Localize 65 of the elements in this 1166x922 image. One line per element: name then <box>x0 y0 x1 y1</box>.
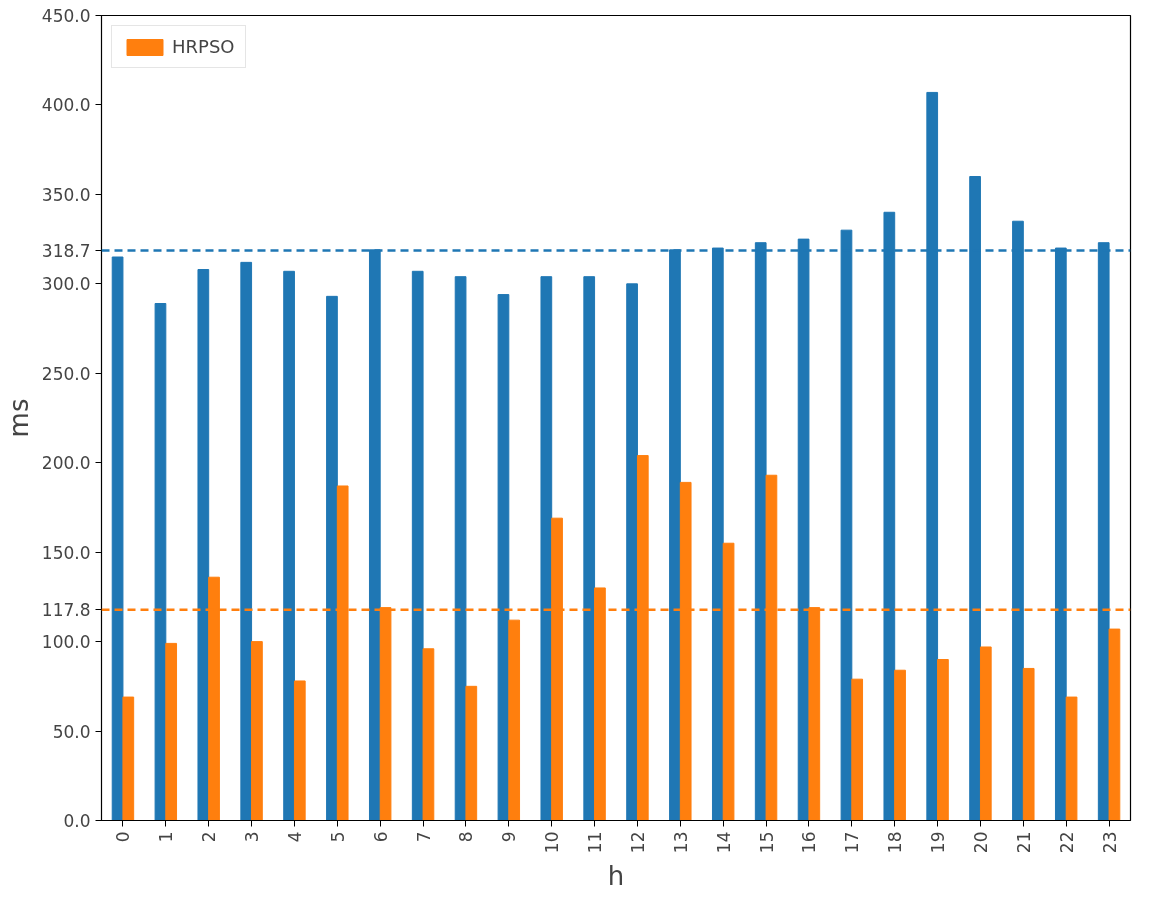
bar <box>240 261 253 821</box>
x-tick-label: 6 <box>370 831 391 843</box>
x-tick-label: 14 <box>713 831 734 854</box>
bar <box>122 696 135 821</box>
bar <box>165 642 178 821</box>
bar <box>894 669 906 821</box>
x-tick-label: 12 <box>627 831 648 854</box>
x-tick-label: 22 <box>1056 831 1077 854</box>
y-tick-label: 350.0 <box>41 184 91 205</box>
y-tick-label: 200.0 <box>41 453 91 474</box>
x-tick-label: 10 <box>542 831 563 854</box>
legend-label: HRPSO <box>172 36 235 57</box>
y-tick-label: 50.0 <box>52 721 91 742</box>
bar <box>1108 628 1121 821</box>
x-tick-label: 0 <box>113 831 134 843</box>
x-axis-title: h <box>607 861 625 892</box>
y-tick-label: 250.0 <box>41 363 91 384</box>
y-tick-label: 100.0 <box>41 632 91 653</box>
x-tick-label: 18 <box>885 831 906 854</box>
bar <box>154 303 167 821</box>
x-tick-label: 1 <box>156 831 177 843</box>
bar <box>1022 667 1035 821</box>
bar <box>497 294 510 821</box>
bar <box>422 648 435 821</box>
x-tick-label: 20 <box>970 831 991 854</box>
bar <box>251 641 263 821</box>
bar <box>283 270 295 821</box>
y-tick-label: 117.8 <box>41 600 91 621</box>
x-tick-label: 21 <box>1013 831 1034 854</box>
x-tick-label: 7 <box>413 831 434 843</box>
bar <box>293 680 306 821</box>
y-axis-title: ms <box>3 398 34 438</box>
bar <box>540 276 553 821</box>
x-tick-label: 11 <box>585 831 606 854</box>
x-tick-label: 4 <box>284 831 305 843</box>
y-tick-label: 318.7 <box>41 240 91 261</box>
x-tick-label: 3 <box>242 831 263 843</box>
x-tick-label: 15 <box>756 831 777 854</box>
y-tick-label: 450.0 <box>41 6 91 26</box>
y-tick-label: 300.0 <box>41 274 91 295</box>
x-tick-label: 9 <box>499 831 520 843</box>
x-tick-label: 5 <box>327 831 348 843</box>
x-tick-label: 19 <box>928 831 949 854</box>
bar <box>197 269 210 821</box>
bar <box>111 256 124 821</box>
y-tick-label: 0.0 <box>63 811 91 831</box>
y-tick-label: 150.0 <box>41 542 91 563</box>
y-tick-label: 400.0 <box>41 95 91 116</box>
bar <box>583 276 596 821</box>
bar <box>454 276 467 821</box>
x-tick-label: 17 <box>842 831 863 854</box>
bar <box>979 646 992 821</box>
x-tick-label: 16 <box>799 831 820 854</box>
bar <box>465 685 478 821</box>
x-tick-label: 2 <box>199 831 220 843</box>
bar <box>626 283 638 821</box>
bar <box>411 270 424 821</box>
x-tick-label: 23 <box>1099 831 1120 854</box>
bar <box>508 619 521 821</box>
x-tick-label: 8 <box>456 831 477 843</box>
bar <box>1065 696 1078 821</box>
bar <box>851 678 864 821</box>
bar <box>937 659 949 821</box>
bar <box>326 295 338 821</box>
x-tick-label: 13 <box>670 831 691 854</box>
